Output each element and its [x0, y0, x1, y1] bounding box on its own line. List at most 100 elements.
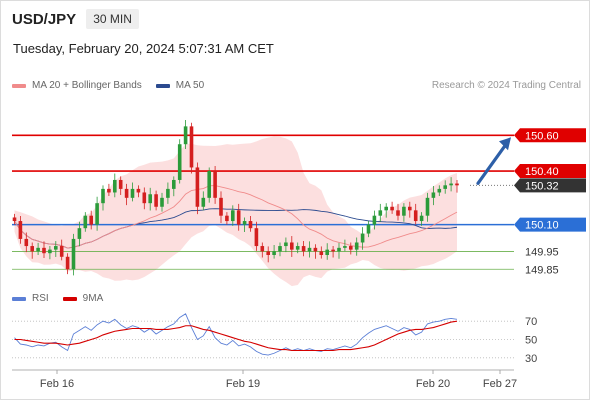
candle-body — [177, 144, 182, 180]
level-label-149-95: 149.95 — [525, 246, 559, 258]
candle — [425, 192, 430, 222]
legend-swatch-ma20 — [12, 83, 26, 88]
candle — [71, 233, 76, 276]
candle — [124, 183, 129, 206]
candle-body — [48, 249, 52, 254]
candle — [343, 239, 347, 252]
candle — [113, 173, 117, 198]
candle — [136, 185, 141, 198]
candle — [30, 242, 34, 259]
candle-body — [378, 210, 383, 216]
candle — [160, 192, 164, 212]
candle — [42, 241, 46, 259]
candle — [455, 179, 459, 193]
candle-body — [319, 251, 324, 255]
candle-body — [54, 246, 58, 250]
candle-body — [36, 247, 40, 252]
legend-swatch-ma50 — [155, 83, 170, 88]
candle-body — [366, 224, 371, 234]
candle-body — [396, 210, 400, 216]
chart-header: USD/JPY 30 MIN — [12, 8, 139, 30]
candle-body — [425, 197, 430, 216]
candle — [236, 203, 241, 231]
candle — [189, 122, 194, 174]
candle-body — [83, 215, 88, 229]
rsi-level-label-70: 70 — [525, 316, 537, 328]
candle — [402, 203, 406, 222]
candle-body — [24, 238, 29, 247]
candle-body — [266, 251, 270, 255]
candle — [248, 216, 253, 232]
candle — [284, 237, 288, 253]
candle-body — [248, 221, 253, 229]
candle — [107, 183, 111, 197]
candle-body — [455, 183, 459, 186]
candle-body — [260, 246, 265, 252]
candle — [366, 221, 371, 238]
candle — [378, 203, 383, 222]
legend-label-ma50: MA 50 — [175, 80, 205, 91]
candle-body — [337, 247, 341, 252]
candle-body — [295, 246, 300, 250]
legend-swatch-rsi — [12, 296, 26, 301]
candle — [36, 242, 40, 255]
candle-body — [65, 256, 70, 270]
candle — [337, 242, 341, 259]
candle — [349, 242, 353, 255]
level-badge-label-150-60: 150.60 — [525, 130, 559, 142]
candle-body — [201, 197, 206, 207]
candle — [354, 237, 359, 256]
candle — [18, 216, 23, 244]
candle-body — [290, 242, 294, 250]
candle-body — [124, 188, 129, 198]
candle — [95, 196, 99, 231]
candle — [177, 139, 182, 184]
level-badge-150-40 — [514, 164, 586, 179]
level-label-149-85: 149.85 — [525, 264, 559, 276]
candle-body — [343, 246, 347, 248]
timestamp: Tuesday, February 20, 2024 5:07:31 AM CE… — [13, 41, 274, 56]
candle — [301, 241, 306, 257]
candle — [278, 242, 282, 257]
candle — [130, 182, 135, 202]
candle — [154, 190, 158, 211]
candle — [201, 191, 206, 211]
candle-body — [254, 228, 259, 247]
candle-body — [207, 171, 211, 198]
candle-body — [236, 210, 241, 225]
candle — [372, 210, 377, 230]
rsi-line — [14, 313, 458, 356]
candle — [172, 176, 176, 197]
candle-body — [172, 179, 176, 189]
candle-body — [231, 210, 235, 222]
timeframe-button[interactable]: 30 MIN — [86, 9, 139, 29]
level-badge-label-150-40: 150.40 — [525, 166, 559, 178]
candle — [59, 239, 64, 261]
candle-body — [431, 192, 436, 198]
candle — [24, 232, 29, 253]
level-badge-150-10 — [514, 217, 586, 232]
candle-body — [278, 246, 282, 252]
candle-body — [413, 210, 418, 222]
legend-item-9ma: 9MA — [62, 293, 103, 304]
candle-body — [354, 242, 359, 250]
candle-body — [443, 185, 447, 189]
legend-item-rsi: RSI — [12, 293, 49, 304]
candle-body — [242, 221, 247, 225]
candles — [12, 119, 459, 276]
candle — [295, 242, 300, 254]
candle-body — [136, 188, 141, 193]
candle-body — [390, 206, 394, 211]
rsi-level-label-50: 50 — [525, 335, 537, 347]
candle-body — [95, 203, 99, 225]
x-tick-label-feb-19: Feb 19 — [226, 378, 260, 390]
candle — [325, 243, 329, 260]
candle — [77, 221, 82, 247]
candle — [118, 176, 123, 195]
candle — [207, 167, 211, 203]
candle-body — [12, 217, 17, 222]
candle — [101, 185, 105, 211]
candle — [449, 177, 453, 192]
candle-body — [360, 233, 365, 243]
